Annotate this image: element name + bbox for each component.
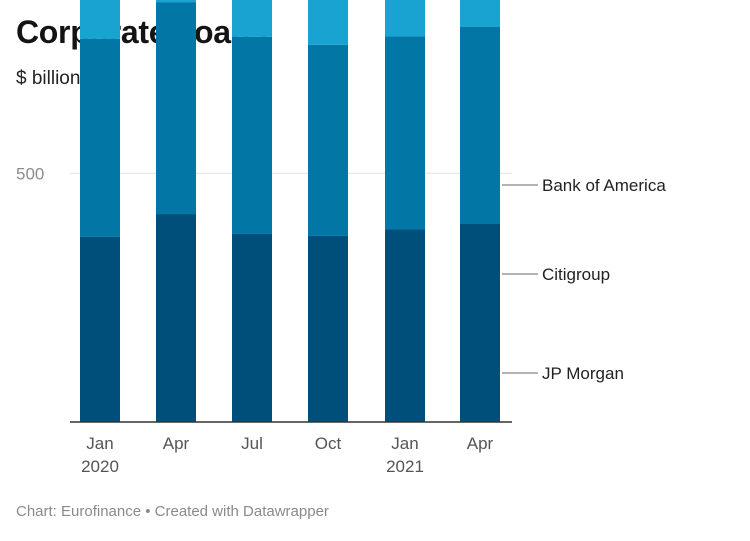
x-tick-label: 2020 <box>81 457 119 476</box>
bar-segment-bank-of-america <box>80 0 120 39</box>
x-tick-label: Oct <box>315 434 342 453</box>
axes: Jan 2020 Apr Jul Oct Jan 2021 Apr <box>70 421 512 476</box>
bar-segment-bank-of-america <box>156 0 196 3</box>
chart-subtitle: $ billion <box>16 68 81 89</box>
x-tick-label: Jan <box>391 434 418 453</box>
x-tick-label: Apr <box>163 434 190 453</box>
bar-segment-jp-morgan <box>308 235 348 422</box>
bar-segment-citigroup <box>460 26 500 224</box>
bar-segment-jp-morgan <box>232 233 272 422</box>
bar-segment-jp-morgan <box>156 214 196 422</box>
bar-segment-bank-of-america <box>308 0 348 45</box>
chart-title: Corporate Loans <box>16 14 268 50</box>
bar-segment-jp-morgan <box>80 236 120 422</box>
series-label: Bank of America <box>542 176 666 195</box>
x-tick-label: Jan <box>86 434 113 453</box>
bar-segment-citigroup <box>232 36 272 234</box>
bar-segment-bank-of-america <box>385 0 425 37</box>
series-label: Citigroup <box>542 265 610 284</box>
gridlines: 5001,000 <box>16 164 512 183</box>
x-tick-label: Apr <box>467 434 494 453</box>
series-label: JP Morgan <box>542 364 624 383</box>
chart-source: Chart: Eurofinance • Created with Datawr… <box>16 503 329 520</box>
bar-segment-bank-of-america <box>232 0 272 37</box>
x-tick-label: 2021 <box>386 457 424 476</box>
bar-segment-citigroup <box>385 36 425 230</box>
bar-segment-jp-morgan <box>385 229 425 422</box>
x-tick-label: Jul <box>241 434 263 453</box>
bar-segment-citigroup <box>80 38 120 237</box>
bars <box>80 0 500 422</box>
bar-segment-jp-morgan <box>460 223 500 422</box>
bar-segment-citigroup <box>156 2 196 215</box>
bar-segment-bank-of-america <box>460 0 500 27</box>
y-tick-label: 500 <box>16 164 44 183</box>
bar-segment-citigroup <box>308 44 348 236</box>
series-labels: JP Morgan Citigroup Bank of America <box>502 176 666 383</box>
